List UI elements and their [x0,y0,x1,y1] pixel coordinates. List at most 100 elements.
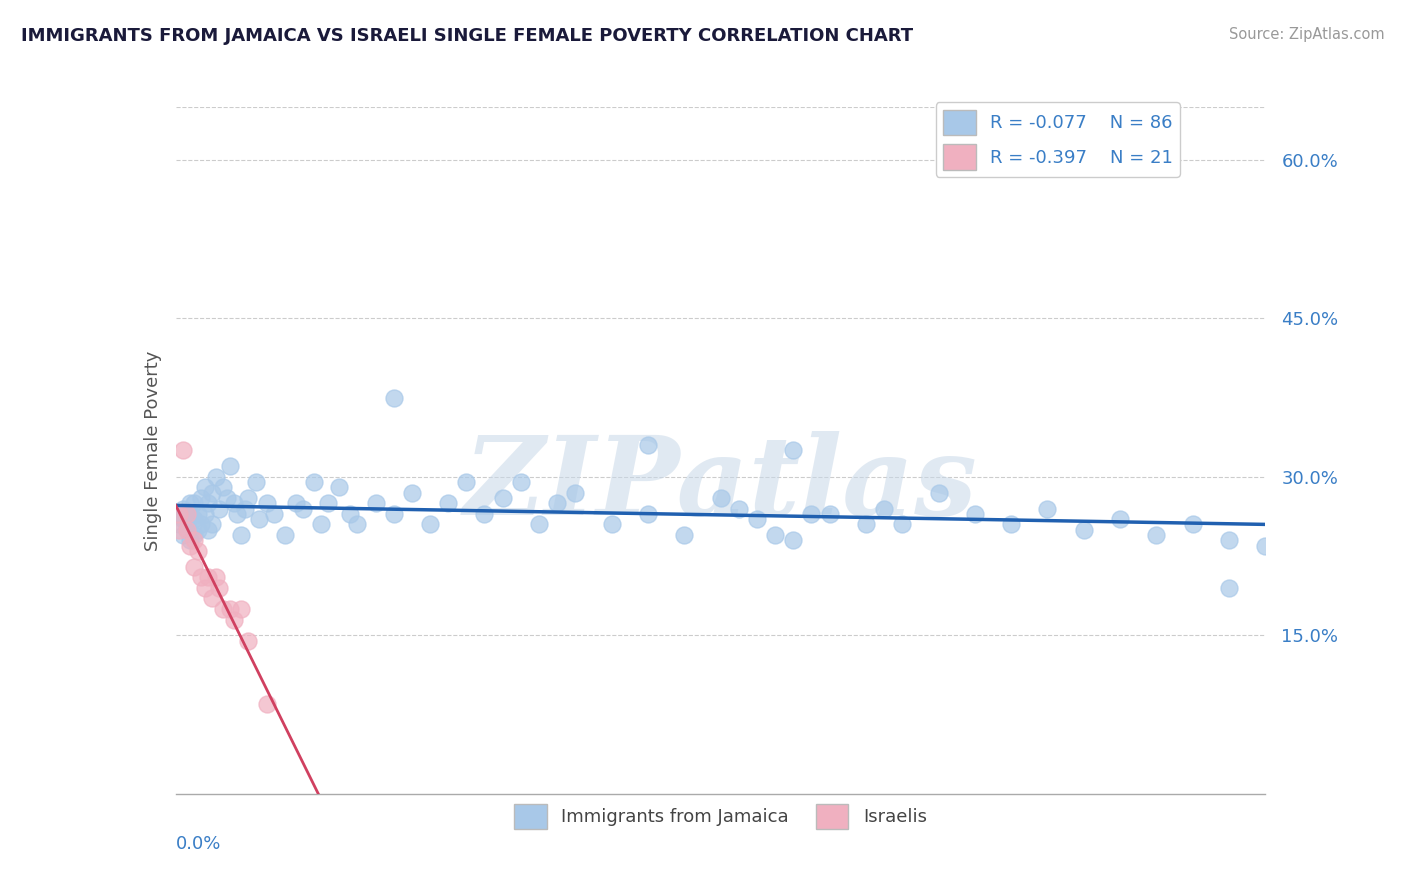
Point [219,459,242,474]
Point [1254,539,1277,553]
Point [226,507,249,521]
Point [194,507,217,521]
Point [179,507,201,521]
Point [172,528,194,542]
Point [176,512,198,526]
Point [818,507,841,521]
Point [710,491,733,505]
Point [339,507,361,521]
Point [186,507,209,521]
Point [172,443,194,458]
Point [231,602,253,616]
Point [1146,528,1168,542]
Point [256,496,278,510]
Point [190,517,212,532]
Point [637,438,659,452]
Point [197,523,219,537]
Legend: Immigrants from Jamaica, Israelis: Immigrants from Jamaica, Israelis [508,797,934,837]
Point [600,517,623,532]
Point [637,507,659,521]
Point [256,697,278,711]
Point [169,523,191,537]
Text: Source: ZipAtlas.com: Source: ZipAtlas.com [1229,27,1385,42]
Point [328,480,350,494]
Point [183,533,205,548]
Point [1036,501,1059,516]
Point [238,633,260,648]
Point [245,475,267,490]
Point [302,475,325,490]
Point [673,528,696,542]
Point [318,496,340,510]
Point [527,517,550,532]
Point [197,496,219,510]
Point [564,485,586,500]
Point [492,491,515,505]
Point [186,523,209,537]
Point [176,523,198,537]
Text: 0.0%: 0.0% [176,835,221,853]
Point [212,480,235,494]
Point [190,570,212,584]
Point [201,485,224,500]
Point [1218,581,1240,595]
Point [291,501,314,516]
Point [891,517,914,532]
Point [437,496,460,510]
Point [176,523,198,537]
Point [247,512,270,526]
Point [727,501,749,516]
Point [456,475,478,490]
Point [208,501,231,516]
Point [1181,517,1204,532]
Text: IMMIGRANTS FROM JAMAICA VS ISRAELI SINGLE FEMALE POVERTY CORRELATION CHART: IMMIGRANTS FROM JAMAICA VS ISRAELI SINGL… [21,27,914,45]
Point [197,570,219,584]
Point [222,613,245,627]
Point [183,559,205,574]
Point [1000,517,1022,532]
Point [855,517,877,532]
Point [782,443,804,458]
Point [169,517,191,532]
Point [179,533,201,548]
Point [401,485,423,500]
Point [194,581,217,595]
Point [364,496,387,510]
Point [183,528,205,542]
Point [204,470,226,484]
Point [204,570,226,584]
Text: ZIPatlas: ZIPatlas [464,431,977,539]
Point [201,591,224,606]
Point [179,496,201,510]
Point [873,501,896,516]
Point [208,581,231,595]
Point [179,539,201,553]
Point [190,491,212,505]
Point [231,528,253,542]
Point [284,496,307,510]
Point [1218,533,1240,548]
Point [263,507,285,521]
Point [419,517,441,532]
Y-axis label: Single Female Poverty: Single Female Poverty [143,351,162,550]
Point [238,491,260,505]
Point [169,507,191,521]
Point [509,475,531,490]
Point [782,533,804,548]
Point [233,501,256,516]
Point [763,528,786,542]
Point [201,517,224,532]
Point [194,480,217,494]
Point [382,391,405,405]
Point [172,512,194,526]
Point [382,507,405,521]
Point [1073,523,1095,537]
Point [183,496,205,510]
Point [309,517,332,532]
Point [745,512,768,526]
Point [215,491,238,505]
Point [176,507,198,521]
Point [963,507,986,521]
Point [1109,512,1132,526]
Point [212,602,235,616]
